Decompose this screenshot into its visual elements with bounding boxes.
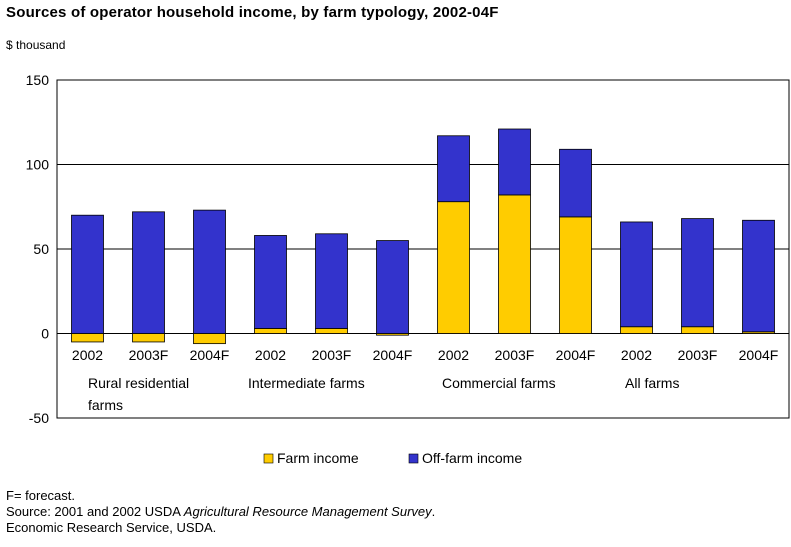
bar-farm-income (498, 194, 531, 334)
y-tick-label: 50 (33, 241, 49, 257)
x-tick-label: 2003F (678, 347, 718, 363)
bar-off-farm-income (254, 235, 287, 329)
x-tick-label: 2002 (438, 347, 469, 363)
x-tick-label: 2003F (312, 347, 352, 363)
legend-label: Off-farm income (422, 450, 522, 466)
x-tick-label: 2003F (495, 347, 535, 363)
bar-farm-income (559, 216, 592, 334)
agency-note: Economic Research Service, USDA. (6, 520, 217, 535)
x-tick-label: 2002 (621, 347, 652, 363)
bar-off-farm-income (437, 135, 470, 203)
y-tick-label: 0 (41, 326, 49, 342)
y-tick-label: -50 (29, 410, 49, 426)
bar-farm-income (437, 201, 470, 334)
x-tick-label: 2003F (129, 347, 169, 363)
group-label: All farms (625, 375, 679, 391)
bar-off-farm-income (620, 221, 653, 328)
y-tick-label: 100 (26, 157, 50, 173)
bar-off-farm-income (559, 148, 592, 218)
y-axis-unit-label: $ thousand (6, 38, 66, 52)
group-label: Rural residential (88, 375, 189, 391)
bar-off-farm-income (193, 209, 226, 334)
x-tick-label: 2004F (739, 347, 779, 363)
chart-notes: F= forecast. Source: 2001 and 2002 USDA … (6, 488, 435, 536)
source-note: Source: 2001 and 2002 USDA Agricultural … (6, 504, 435, 520)
bar-off-farm-income (498, 128, 531, 196)
bar-farm-income (193, 333, 226, 345)
x-tick-label: 2004F (556, 347, 596, 363)
group-label: Intermediate farms (248, 375, 365, 391)
bar-farm-income (681, 326, 714, 334)
forecast-note: F= forecast. (6, 488, 75, 503)
y-tick-label: 150 (26, 72, 50, 88)
source-suffix: . (431, 504, 436, 519)
legend-swatch (263, 453, 274, 464)
bar-off-farm-income (132, 211, 165, 334)
x-tick-label: 2002 (72, 347, 103, 363)
group-label: Commercial farms (442, 375, 556, 391)
x-tick-label: 2004F (373, 347, 413, 363)
bar-off-farm-income (681, 218, 714, 328)
chart-title: Sources of operator household income, by… (6, 4, 499, 21)
bar-farm-income (71, 333, 104, 343)
bar-off-farm-income (71, 214, 104, 334)
source-survey-title: Agricultural Resource Management Survey (183, 504, 432, 519)
bar-off-farm-income (376, 240, 409, 334)
legend-swatch (408, 453, 419, 464)
plot-frame (56, 79, 790, 419)
bar-farm-income (620, 326, 653, 334)
x-tick-label: 2002 (255, 347, 286, 363)
x-tick-label: 2004F (190, 347, 230, 363)
bar-off-farm-income (315, 233, 348, 329)
bar-farm-income (254, 328, 287, 334)
group-label: farms (88, 397, 123, 413)
bar-farm-income (132, 333, 165, 343)
bar-farm-income (315, 328, 348, 334)
bar-off-farm-income (742, 219, 775, 333)
source-prefix: Source: 2001 and 2002 USDA (6, 504, 184, 519)
legend-label: Farm income (277, 450, 359, 466)
